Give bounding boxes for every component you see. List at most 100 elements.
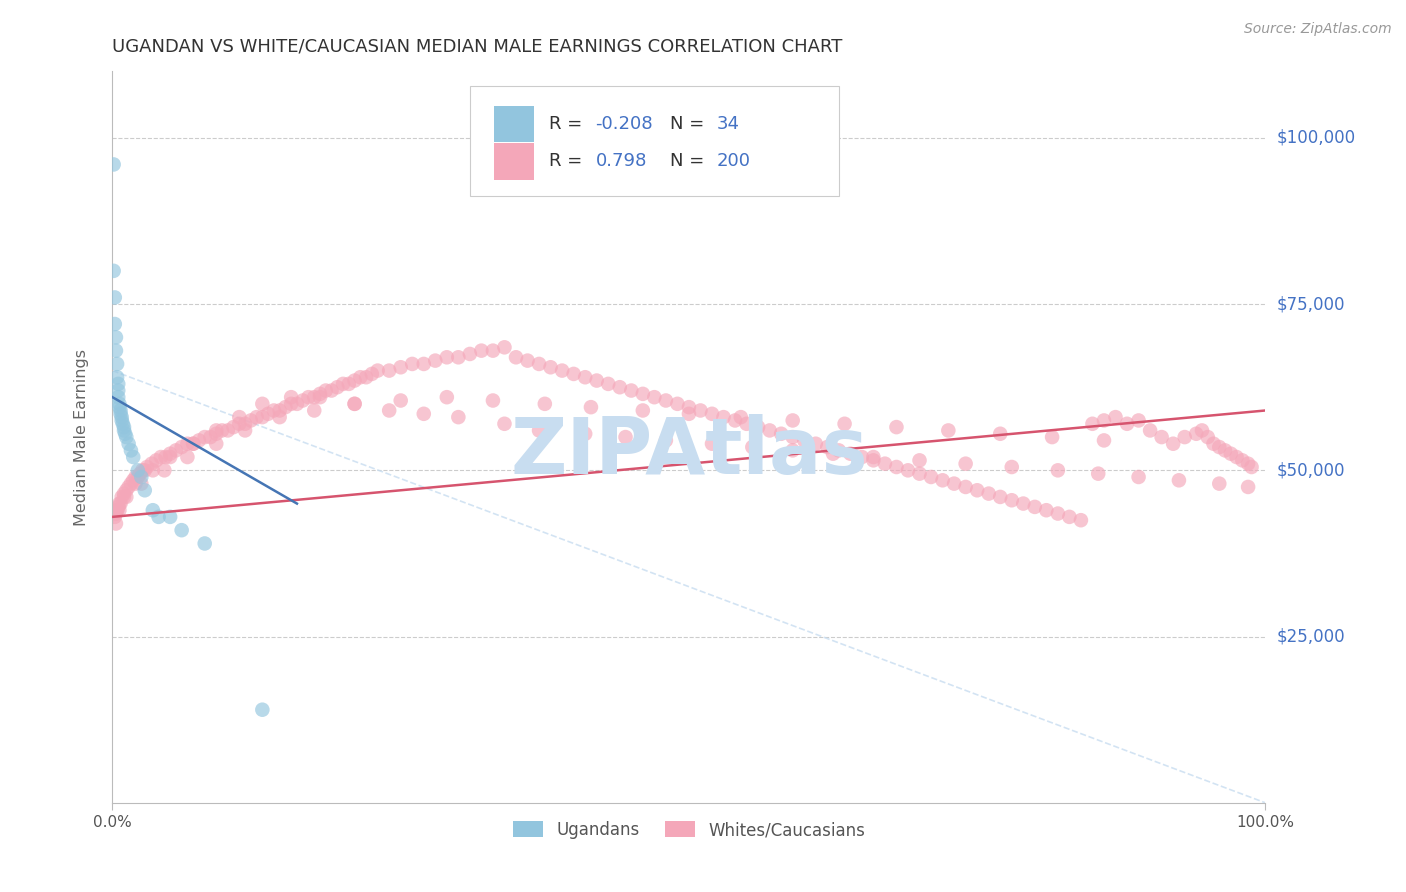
Point	[120, 476, 142, 491]
Point	[643, 390, 665, 404]
Point	[908, 453, 931, 467]
Point	[200, 430, 222, 444]
Text: 34: 34	[717, 115, 740, 133]
Point	[269, 403, 291, 417]
Text: 200: 200	[717, 153, 751, 170]
Point	[955, 457, 977, 471]
Point	[108, 397, 131, 411]
Point	[378, 363, 401, 377]
Point	[955, 480, 977, 494]
Point	[205, 426, 228, 441]
Point	[349, 370, 371, 384]
Point	[108, 503, 131, 517]
Point	[1237, 457, 1260, 471]
Point	[104, 343, 127, 358]
Point	[112, 490, 135, 504]
Point	[159, 450, 181, 464]
Point	[120, 443, 142, 458]
Point	[1035, 503, 1057, 517]
Point	[1092, 413, 1115, 427]
Point	[110, 403, 132, 417]
Point	[127, 463, 149, 477]
Point	[1202, 436, 1225, 450]
Point	[977, 486, 1000, 500]
Point	[1208, 440, 1230, 454]
Point	[124, 470, 146, 484]
Point	[713, 410, 735, 425]
Point	[124, 476, 146, 491]
Point	[1167, 473, 1189, 487]
Point	[470, 343, 492, 358]
Point	[129, 476, 153, 491]
Text: -0.208: -0.208	[596, 115, 654, 133]
Point	[527, 424, 550, 438]
Point	[165, 443, 187, 458]
Point	[724, 413, 747, 427]
Point	[111, 417, 134, 431]
Y-axis label: Median Male Earnings: Median Male Earnings	[75, 349, 89, 525]
Point	[269, 410, 291, 425]
Point	[148, 509, 170, 524]
Point	[105, 503, 128, 517]
Point	[1001, 493, 1024, 508]
Point	[194, 430, 217, 444]
Point	[1040, 430, 1063, 444]
Point	[851, 450, 873, 464]
Point	[107, 376, 129, 391]
Point	[108, 400, 131, 414]
Point	[1208, 476, 1230, 491]
Text: N =: N =	[671, 153, 704, 170]
Point	[280, 397, 302, 411]
Point	[1191, 424, 1213, 438]
Point	[482, 343, 505, 358]
Point	[252, 703, 274, 717]
Point	[228, 417, 250, 431]
Point	[389, 360, 412, 375]
Point	[579, 400, 602, 414]
Point	[770, 426, 793, 441]
Point	[103, 264, 125, 278]
Point	[828, 443, 851, 458]
Point	[343, 397, 366, 411]
Point	[111, 490, 134, 504]
Point	[129, 467, 152, 481]
Point	[309, 390, 332, 404]
Point	[1059, 509, 1081, 524]
Point	[862, 450, 884, 464]
Text: $100,000: $100,000	[1277, 128, 1355, 147]
Point	[115, 490, 138, 504]
Point	[966, 483, 988, 498]
Point	[211, 424, 233, 438]
Point	[142, 463, 165, 477]
Point	[170, 523, 193, 537]
Point	[741, 440, 763, 454]
Point	[239, 413, 262, 427]
Point	[263, 403, 285, 417]
Point	[1139, 424, 1161, 438]
Point	[105, 357, 128, 371]
Point	[1232, 453, 1254, 467]
Point	[700, 407, 723, 421]
Point	[104, 507, 127, 521]
Point	[194, 536, 217, 550]
Point	[931, 473, 953, 487]
Point	[159, 509, 181, 524]
Point	[1001, 460, 1024, 475]
Point	[304, 390, 326, 404]
Point	[700, 436, 723, 450]
Point	[551, 363, 574, 377]
Point	[631, 387, 654, 401]
Point	[114, 426, 136, 441]
Text: N =: N =	[671, 115, 704, 133]
Point	[689, 403, 711, 417]
Point	[562, 367, 585, 381]
Point	[834, 417, 856, 431]
Point	[110, 407, 132, 421]
Point	[920, 470, 942, 484]
Point	[886, 460, 908, 475]
FancyBboxPatch shape	[470, 86, 839, 195]
Point	[534, 397, 557, 411]
Point	[104, 509, 127, 524]
Point	[655, 434, 678, 448]
Point	[149, 450, 172, 464]
